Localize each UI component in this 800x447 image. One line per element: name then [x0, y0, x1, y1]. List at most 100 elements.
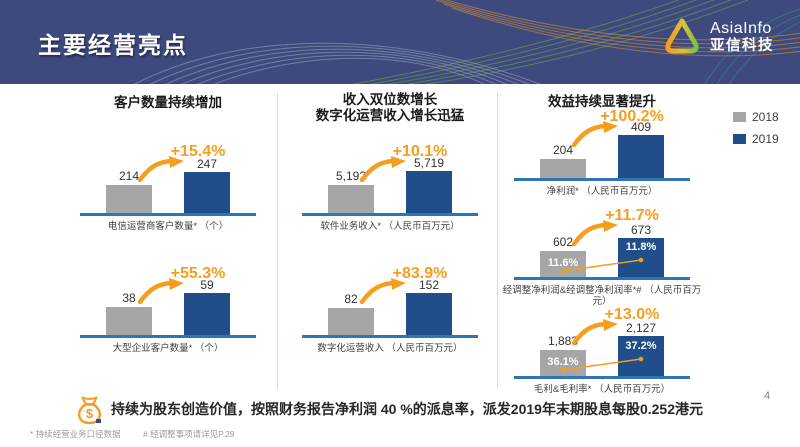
header-band: 主要经营亮点 AsiaInfo 亚信科技 [0, 0, 800, 84]
logo-name-en: AsiaInfo [710, 19, 772, 37]
bar-2018 [106, 307, 152, 335]
value-2018: 38 [122, 291, 136, 305]
bar-2019 [406, 171, 452, 213]
page-number: 4 [764, 390, 771, 402]
legend-label-2018: 2018 [752, 110, 779, 124]
growth-arrow-icon [360, 278, 406, 304]
value-2019: 152 [418, 278, 440, 292]
axis-baseline [80, 213, 256, 216]
chart-software-business-revenue: 5,192 5,719 +10.1% 软件业务收入* （人民币百万元） [302, 143, 478, 239]
growth-label: +13.0% [604, 306, 660, 323]
chart-caption: 净利润* （人民币百万元） [546, 186, 658, 197]
column-divider [497, 93, 498, 388]
asiainfo-logo-icon [665, 18, 699, 54]
svg-text:$: $ [86, 406, 94, 421]
axis-baseline [514, 376, 690, 379]
axis-baseline [514, 178, 690, 181]
value-2019: 2,127 [625, 321, 657, 335]
column-title-customers: 客户数量持续增加 [80, 95, 256, 111]
rate-2019: 11.8% [625, 241, 657, 253]
bar-2018 [540, 159, 586, 178]
growth-arrow-icon [572, 319, 618, 345]
value-2018: 5,192 [335, 169, 367, 183]
chart-caption: 毛利&毛利率* （人民币百万元） [533, 384, 671, 395]
chart-caption: 电信运营商客户数量* （个） [107, 221, 229, 232]
growth-arrow-icon [360, 156, 406, 182]
bar-2019 [184, 293, 230, 335]
rate-2018: 11.6% [547, 257, 579, 269]
axis-baseline [80, 335, 256, 338]
column-title-line: 效益持续显著提升 [548, 94, 656, 109]
chart-telecom-operator-customers: 214 247 +15.4% 电信运营商客户数量* （个） [80, 143, 256, 239]
page-title: 主要经营亮点 [38, 32, 188, 58]
growth-label: +10.1% [392, 143, 448, 160]
money-bag-icon: $ [77, 396, 102, 424]
bar-2019 [618, 135, 664, 178]
growth-arrow-icon [572, 220, 618, 246]
growth-label: +11.7% [605, 207, 659, 224]
dividend-note-text: 持续为股东创造价值，按照财务报告净利润 40 %的派息率，派发2019年末期股息… [111, 401, 703, 417]
bar-2018 [106, 185, 152, 213]
legend: 2018 2019 [733, 110, 779, 154]
column-title-line: 收入双位数增长 [342, 92, 438, 107]
margin-trend-line [560, 356, 644, 373]
value-2018: 602 [552, 235, 574, 249]
axis-baseline [302, 335, 478, 338]
growth-label: +15.4% [170, 143, 226, 160]
column-title-line: 数字化运营收入增长迅猛 [315, 108, 465, 123]
column-title-revenue: 收入双位数增长 数字化运营收入增长迅猛 [302, 92, 478, 124]
value-2019: 673 [630, 223, 652, 237]
rate-2018: 36.1% [547, 356, 579, 368]
logo-name-zh: 亚信科技 [710, 37, 774, 54]
legend-item-2018: 2018 [733, 110, 779, 124]
footnote-asterisk: * 持续经营业务口径数据 [30, 429, 121, 439]
growth-arrow-icon [572, 121, 618, 147]
company-logo: AsiaInfo 亚信科技 [662, 16, 774, 58]
legend-swatch-2018 [733, 112, 746, 122]
chart-gross-profit-and-margin: 36.1% 37.2% 1,883 2,127 +13.0% 毛利&毛利率* （人民币百万… [514, 306, 690, 402]
dividend-note: $ 持续为股东创造价值，按照财务报告净利润 40 %的派息率，派发2019年末期… [76, 394, 703, 424]
logo-texts: AsiaInfo 亚信科技 [710, 20, 774, 55]
bar-2019 [618, 238, 664, 277]
bar-2018 [328, 308, 374, 335]
chart-digital-operation-revenue: 82 152 +83.9% 数字化运营收入 （人民币百万元） [302, 265, 478, 361]
legend-swatch-2019 [733, 134, 746, 144]
growth-arrow-icon [138, 156, 184, 182]
axis-baseline [302, 213, 478, 216]
value-2019: 409 [630, 120, 652, 134]
growth-arrow-icon [138, 278, 184, 304]
legend-label-2019: 2019 [752, 132, 779, 146]
column-title-profitability: 效益持续显著提升 [514, 94, 690, 110]
value-2018: 214 [118, 169, 140, 183]
growth-label: +83.9% [392, 265, 448, 282]
value-2019: 5,719 [413, 156, 445, 170]
value-2019: 247 [196, 157, 218, 171]
chart-caption: 数字化运营收入 （人民币百万元） [317, 343, 463, 354]
growth-label: +55.3% [170, 265, 226, 282]
bar-2018 [328, 185, 374, 213]
footnote-hash: # 经调整事项请详见P.29 [143, 429, 235, 439]
chart-large-enterprise-customers: 38 59 +55.3% 大型企业客户数量* （个） [80, 265, 256, 361]
axis-baseline [514, 277, 690, 280]
value-2018: 1,883 [547, 334, 579, 348]
bar-2019 [406, 293, 452, 335]
value-2019: 59 [200, 278, 214, 292]
chart-adjusted-net-profit-and-margin: 11.6% 11.8% 602 673 +11.7% 经调整净利润&经调整净利润率*# （… [503, 207, 701, 308]
chart-net-profit: 204 409 +100.2% 净利润* （人民币百万元） [514, 108, 690, 204]
value-2018: 82 [344, 292, 358, 306]
value-2018: 204 [552, 143, 574, 157]
margin-trend-line [560, 257, 644, 274]
column-divider [277, 93, 278, 388]
growth-label: +100.2% [600, 108, 664, 125]
bar-2019 [184, 172, 230, 213]
bar-2019 [618, 336, 664, 376]
footnotes: * 持续经营业务口径数据 # 经调整事项请详见P.29 [30, 428, 255, 440]
column-title-line: 客户数量持续增加 [114, 95, 222, 110]
chart-caption: 软件业务收入* （人民币百万元） [320, 221, 460, 232]
rate-2019: 37.2% [625, 340, 657, 352]
chart-caption: 大型企业客户数量* （个） [112, 343, 224, 354]
chart-caption: 经调整净利润&经调整净利润率*# （人民币百万元） [502, 285, 702, 307]
decorative-curves [133, 0, 800, 84]
legend-item-2019: 2019 [733, 132, 779, 146]
